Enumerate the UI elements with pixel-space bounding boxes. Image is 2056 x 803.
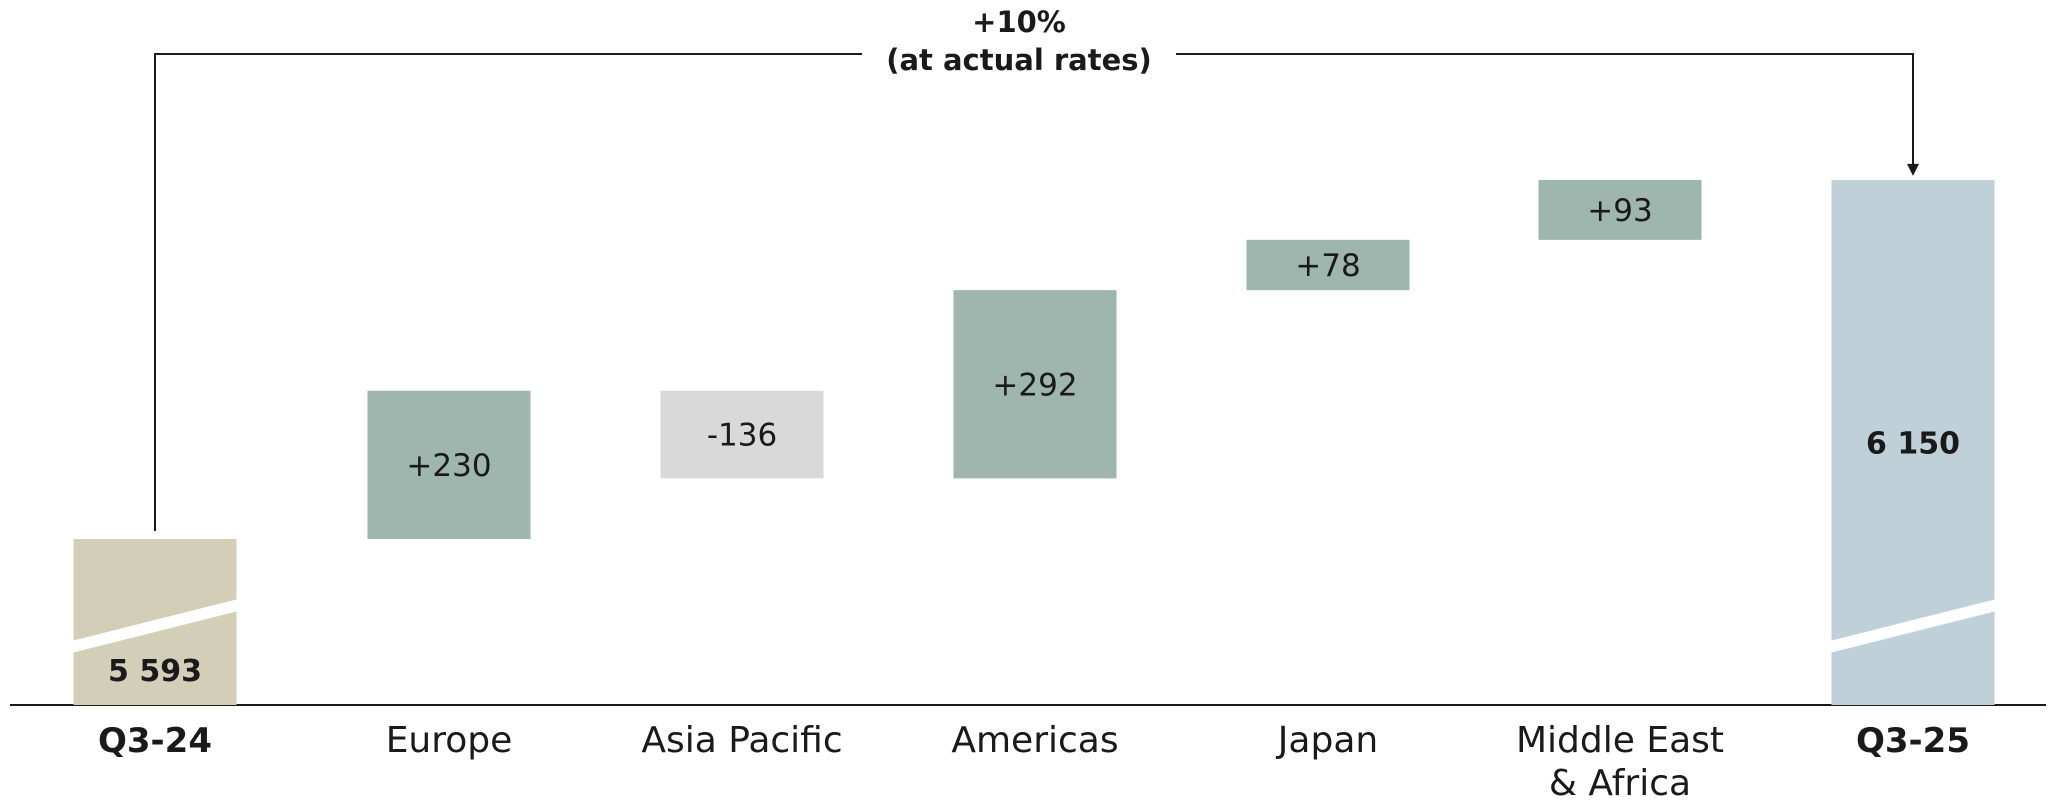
bar-middle-east-and-africa [1538, 179, 1702, 240]
bars-layer [73, 179, 1995, 705]
value-label-q3-24: 5 593 [108, 654, 202, 689]
connector-arrowhead [1907, 163, 1919, 176]
bar-japan [1246, 239, 1410, 291]
change-annotation-connector [154, 53, 1919, 531]
value-label-japan: +78 [1295, 248, 1360, 284]
category-label-japan: Japan [1276, 720, 1378, 761]
bar-asia-pacific [660, 390, 824, 479]
bar-americas [953, 290, 1117, 479]
category-label-asia-pacific: Asia Pacific [641, 720, 842, 761]
labels-layer: 5 593 Q3-24 +230 Europe -136 Asia Pacific +292… [98, 5, 1970, 803]
connector-line-left [154, 53, 862, 531]
bar-europe [367, 390, 531, 539]
value-label-middle-east-and-africa: +93 [1587, 193, 1652, 229]
category-label-middle-east-and-africa: Middle East & Africa [1516, 720, 1724, 803]
category-label-americas: Americas [951, 720, 1118, 761]
axis-break-mark-q3-25 [1829, 599, 1997, 653]
category-label-q3-24: Q3-24 [98, 721, 212, 761]
value-label-europe: +230 [406, 448, 491, 484]
axis-break-layer [71, 599, 1997, 653]
category-label-europe: Europe [386, 720, 513, 761]
value-label-q3-25: 6 150 [1866, 426, 1960, 461]
category-label-q3-25: Q3-25 [1856, 721, 1970, 761]
change-annotation-text: +10% (at actual rates) [886, 5, 1152, 77]
value-label-americas: +292 [992, 367, 1077, 403]
axis-break-mark-q3-24 [71, 599, 239, 653]
value-label-asia-pacific: -136 [707, 418, 777, 454]
connector-line-right [1176, 53, 1914, 166]
